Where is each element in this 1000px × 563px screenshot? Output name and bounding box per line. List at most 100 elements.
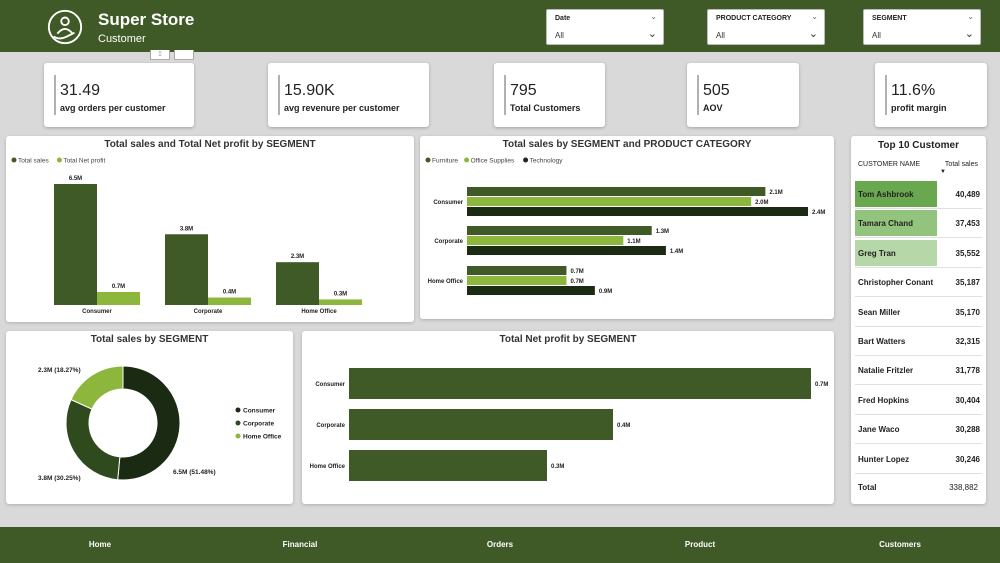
kpi-value: 15.90K <box>284 82 335 99</box>
table-row[interactable]: Tom Ashbrook 40,489 <box>855 181 982 209</box>
row-divider <box>855 208 982 209</box>
row-divider <box>855 472 982 474</box>
nav-product[interactable]: Product <box>684 540 716 549</box>
segment-filter[interactable]: SEGMENT ⌄ All ⌄ <box>863 9 981 45</box>
legend-label: Corporate <box>243 421 274 428</box>
legend-marker <box>464 157 470 163</box>
row-highlight <box>855 239 937 266</box>
segment-filter-value: All <box>872 31 881 40</box>
row-divider <box>855 443 982 445</box>
bottom-nav: Home Financial Orders Product Customers <box>0 527 1000 563</box>
kpi-value: 31.49 <box>60 82 101 99</box>
bar <box>467 187 766 196</box>
kpi-card: 15.90K avg revenure per customer <box>268 63 429 127</box>
data-label: 3.8M <box>180 226 193 232</box>
data-label: 2.1M <box>769 190 782 196</box>
kpi-label: avg revenure per customer <box>284 103 400 113</box>
net-profit-by-segment-chart[interactable]: Total Net profit by SEGMENT 0.7M Consumer… <box>302 331 834 504</box>
bar <box>467 276 567 285</box>
chevron-down-icon: ⌄ <box>967 12 974 21</box>
sort-desc-icon[interactable]: ▼ <box>940 169 946 175</box>
kpi-value: 505 <box>703 82 730 99</box>
product-category-filter-value: All <box>716 31 725 40</box>
row-divider <box>855 355 982 356</box>
sales-profit-by-segment-chart[interactable]: Total sales and Total Net profit by SEGM… <box>6 136 414 322</box>
top-customers-table: Top 10 Customer CUSTOMER NAME Total sale… <box>851 136 986 504</box>
table-row[interactable]: Natalie Fritzler 31,778 <box>855 357 982 386</box>
y-tick-label: Home Office <box>310 464 346 470</box>
customer-sales: 32,315 <box>955 337 980 346</box>
chart-svg: Furniture Office Supplies Technology2.1M2.… <box>425 157 825 295</box>
nav-customers[interactable]: Customers <box>879 540 921 549</box>
nav-home[interactable]: Home <box>88 540 112 549</box>
bar <box>349 368 811 399</box>
bar <box>97 291 140 305</box>
kpi-divider <box>697 75 699 115</box>
nav-orders[interactable]: Orders <box>486 540 514 549</box>
customer-name: Natalie Fritzler <box>858 366 914 376</box>
data-label: 2.0M <box>755 200 768 206</box>
x-tick-label: Corporate <box>194 309 223 315</box>
chevron-down-icon[interactable]: ⌄ <box>808 28 818 40</box>
chevron-down-icon[interactable]: ⌄ <box>647 28 657 40</box>
table-row[interactable]: Hunter Lopez 30,246 <box>855 446 982 474</box>
kpi-divider <box>54 75 56 115</box>
data-label: 6.5M <box>69 176 82 182</box>
chevron-down-icon: ⌄ <box>650 12 657 21</box>
table-row[interactable]: Bart Watters 32,315 <box>855 328 982 356</box>
data-label: 1.4M <box>670 249 683 255</box>
legend-marker <box>56 157 62 163</box>
kpi-divider <box>504 75 506 115</box>
nav-financial[interactable]: Financial <box>282 540 318 549</box>
customer-sales: 30,246 <box>955 454 980 464</box>
bar <box>276 262 319 305</box>
legend-label: Consumer <box>243 408 276 415</box>
chart-title: Total sales and Total Net profit by SEGM… <box>104 139 316 150</box>
data-label: 0.9M <box>599 289 612 295</box>
chart-title: Total sales by SEGMENT <box>90 334 209 345</box>
chart-svg: 6.5M (51.48%) 3.8M (30.25%) 2.3M (18.27%) C… <box>38 365 282 482</box>
customer-name: Bart Watters <box>858 337 906 346</box>
table-row[interactable]: Jane Waco 30,288 <box>855 416 982 445</box>
visual-header-stub[interactable]: ▯ <box>150 50 170 60</box>
customer-sales: 35,552 <box>955 248 980 258</box>
data-label: 1.3M <box>656 229 669 235</box>
kpi-card: 11.6% profit margin <box>875 63 987 127</box>
row-divider <box>855 296 982 298</box>
chart-title: Total Net profit by SEGMENT <box>499 334 637 345</box>
product-category-filter-label: PRODUCT CATEGORY <box>716 15 792 22</box>
header-bar: Super Store Customer Date ⌄ All ⌄ PRODUC… <box>0 0 1000 52</box>
visual-header-stub[interactable] <box>174 50 194 60</box>
table-row[interactable]: Tamara Chand 37,453 <box>855 210 982 239</box>
column-header-sales[interactable]: Total sales <box>944 161 978 168</box>
chart-svg: 0.7M Consumer 0.4M Corporate 0.3M Home Office <box>310 368 828 481</box>
bar <box>467 226 652 235</box>
data-label: 0.4M <box>617 423 630 429</box>
customer-sales: 35,187 <box>955 278 980 288</box>
legend-label: Total sales <box>18 158 49 165</box>
table-row[interactable]: Fred Hopkins 30,404 <box>855 387 982 415</box>
chevron-down-icon[interactable]: ⌄ <box>964 28 974 40</box>
table-title: Top 10 Customer <box>878 140 959 151</box>
row-highlight <box>855 181 937 207</box>
sales-by-segment-donut[interactable]: Total sales by SEGMENT 6.5M (51.48%) 3.8M… <box>6 331 293 504</box>
table-row[interactable]: Sean Miller 35,170 <box>855 299 982 327</box>
customer-name: Christopher Conant <box>858 278 934 288</box>
pie-slice <box>70 365 124 410</box>
legend-marker <box>235 420 241 426</box>
data-label: 0.3M <box>551 464 564 470</box>
product-category-filter[interactable]: PRODUCT CATEGORY ⌄ All ⌄ <box>707 9 825 45</box>
table-row[interactable]: Christopher Conant 35,187 <box>855 269 982 298</box>
data-label: 0.7M <box>112 284 125 290</box>
sales-by-segment-category-chart[interactable]: Total sales by SEGMENT and PRODUCT CATEG… <box>420 136 834 319</box>
legend-marker <box>425 157 431 163</box>
table-row[interactable]: Greg Tran 35,552 <box>855 239 982 268</box>
column-header-name[interactable]: CUSTOMER NAME <box>858 161 921 168</box>
x-tick-label: Home Office <box>301 309 337 315</box>
y-tick-label: Consumer <box>315 382 345 388</box>
legend-label: Home Office <box>243 434 282 441</box>
row-divider <box>855 266 982 268</box>
date-filter-label: Date <box>555 15 571 22</box>
bar <box>467 246 666 255</box>
date-filter[interactable]: Date ⌄ All ⌄ <box>546 9 664 45</box>
